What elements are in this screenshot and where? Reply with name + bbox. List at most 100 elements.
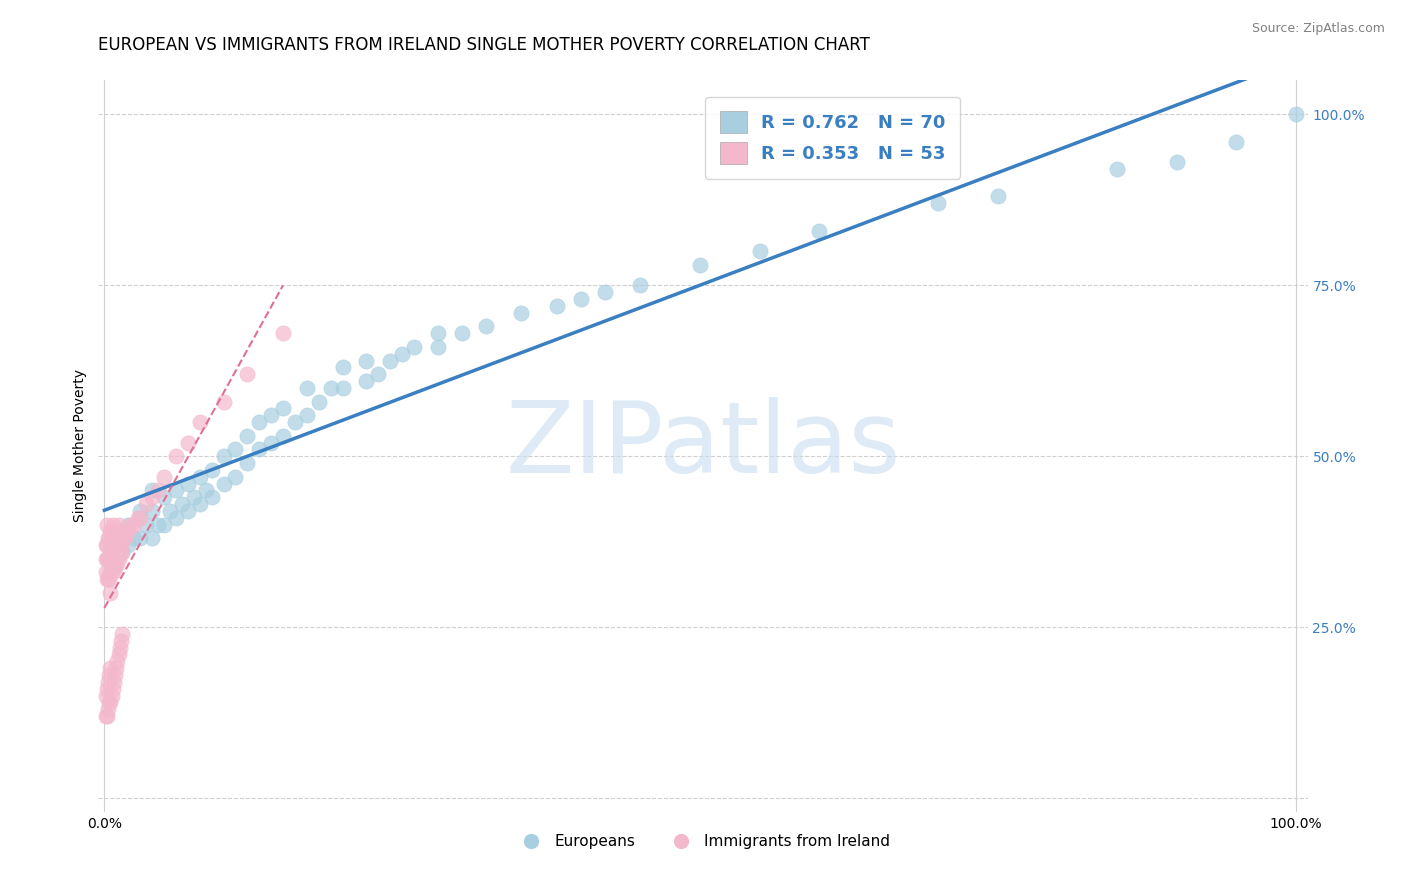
Point [107,517,129,532]
Point [188,497,211,511]
Point [100,538,122,552]
Point [153,517,176,532]
Point [107,524,129,539]
Point [105,545,128,559]
Point [135,497,157,511]
Point [98,524,121,539]
Point [404,340,426,354]
Point [987,189,1010,203]
Point [96,538,118,552]
Point [141,531,163,545]
Point [112,531,135,545]
Point [100,689,122,703]
Point [177,476,200,491]
Point [146,517,169,532]
Point [107,648,129,662]
Point [97,531,120,545]
Point [104,531,127,545]
Text: Source: ZipAtlas.com: Source: ZipAtlas.com [1251,22,1385,36]
Point [98,661,121,675]
Point [224,469,246,483]
Point [98,551,121,566]
Point [450,326,472,341]
Point [927,196,949,211]
Point [188,415,211,429]
Point [98,531,121,545]
Point [295,381,318,395]
Point [356,353,378,368]
Point [260,435,283,450]
Point [212,476,235,491]
Point [748,244,770,259]
Point [111,545,134,559]
Point [96,517,118,532]
Point [98,695,121,709]
Point [108,640,131,655]
Point [98,551,121,566]
Point [97,572,120,586]
Legend: Europeans, Immigrants from Ireland: Europeans, Immigrants from Ireland [510,828,896,855]
Point [426,340,449,354]
Text: EUROPEAN VS IMMIGRANTS FROM IRELAND SINGLE MOTHER POVERTY CORRELATION CHART: EUROPEAN VS IMMIGRANTS FROM IRELAND SING… [98,36,870,54]
Point [1166,155,1188,169]
Point [103,531,125,545]
Point [426,326,449,341]
Point [474,319,496,334]
Point [593,285,616,300]
Point [141,490,163,504]
Point [271,401,294,416]
Point [146,483,169,498]
Point [165,449,187,463]
Point [122,531,145,545]
Point [103,558,125,573]
Point [271,326,294,341]
Point [104,668,127,682]
Point [546,299,568,313]
Point [236,456,259,470]
Point [96,709,118,723]
Text: ZIPatlas: ZIPatlas [505,398,901,494]
Point [141,504,163,518]
Point [101,681,124,696]
Point [97,702,120,716]
Point [96,572,118,586]
Point [247,415,270,429]
Point [212,449,235,463]
Point [114,531,136,545]
Point [380,353,402,368]
Point [319,381,342,395]
Point [808,224,831,238]
Point [284,415,307,429]
Point [105,558,128,573]
Point [120,517,142,532]
Point [98,695,121,709]
Point [111,627,134,641]
Point [97,674,120,689]
Point [105,531,128,545]
Point [212,394,235,409]
Point [117,517,139,532]
Point [94,709,117,723]
Point [236,368,259,382]
Point [135,517,157,532]
Point [107,654,129,668]
Point [630,278,652,293]
Point [332,360,354,375]
Point [200,490,222,504]
Point [247,442,270,457]
Point [117,524,139,539]
Point [114,524,136,539]
Point [94,538,117,552]
Point [183,490,205,504]
Point [391,347,413,361]
Point [510,306,533,320]
Point [129,510,152,524]
Point [260,409,283,423]
Point [101,517,124,532]
Point [96,681,118,696]
Point [165,510,187,524]
Point [308,394,330,409]
Point [236,429,259,443]
Point [100,566,122,580]
Point [110,633,132,648]
